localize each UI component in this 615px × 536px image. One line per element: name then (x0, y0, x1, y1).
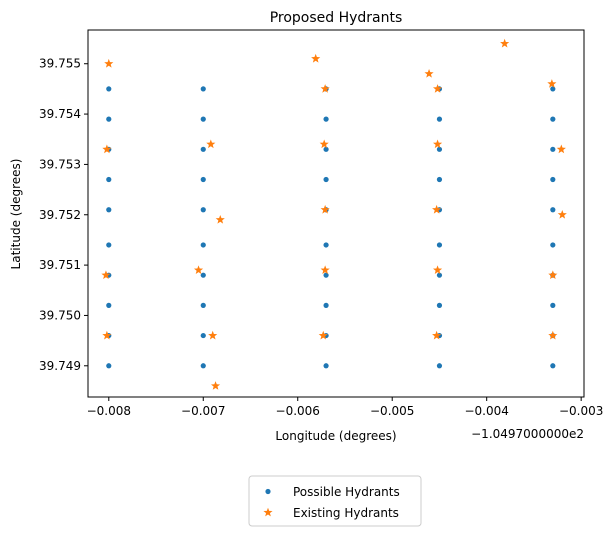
possible-hydrant-point (200, 242, 206, 248)
y-tick-label: 39.751 (39, 258, 81, 272)
possible-hydrant-point (436, 272, 443, 278)
existing-hydrant-point (320, 204, 330, 214)
possible-hydrant-point (323, 176, 329, 183)
existing-hydrant-point (101, 270, 111, 280)
existing-hydrant-point (320, 265, 330, 275)
possible-hydrant-point (106, 363, 112, 369)
legend-marker-existing-hydrants (263, 507, 273, 517)
possible-hydrant-point (200, 146, 206, 152)
possible-hydrant-point (436, 116, 443, 122)
possible-hydrant-point (550, 146, 556, 152)
possible-hydrant-point (550, 116, 556, 122)
x-tick-label: −0.003 (559, 404, 603, 418)
existing-hydrant-point (547, 79, 557, 88)
possible-hydrant-point (436, 242, 443, 248)
legend-marker-possible-hydrants (265, 488, 271, 495)
x-tick-label: −0.005 (370, 404, 414, 418)
possible-hydrant-point (323, 272, 329, 278)
existing-hydrant-point (215, 214, 225, 224)
possible-hydrant-point (106, 302, 112, 308)
chart-title: Proposed Hydrants (270, 10, 403, 26)
possible-hydrant-point (106, 116, 112, 122)
x-axis-ticks: −0.008 −0.007 −0.006 −0.005 −0.004 −0.003 (87, 397, 603, 418)
existing-hydrant-point (556, 144, 566, 154)
existing-hydrant-point (193, 265, 204, 275)
possible-hydrant-point (200, 116, 206, 122)
possible-hydrant-point (550, 363, 556, 369)
possible-hydrant-point (200, 272, 206, 278)
y-axis-ticks: 39.749 39.750 39.751 39.752 39.753 39.754 39.7… (39, 57, 88, 373)
existing-hydrant-point (432, 330, 442, 340)
y-tick-label: 39.750 (39, 308, 81, 322)
y-axis-label: Latitude (degrees) (9, 159, 23, 270)
possible-hydrant-point (323, 302, 329, 308)
possible-hydrant-point (200, 363, 206, 369)
possible-hydrant-point (436, 302, 443, 308)
existing-hydrant-point (548, 270, 558, 280)
x-tick-label: −0.008 (87, 404, 131, 418)
existing-hydrant-point (433, 139, 443, 149)
possible-hydrant-point (323, 363, 329, 369)
plot-marks (101, 38, 567, 390)
legend: Possible Hydrants Existing Hydrants (248, 475, 422, 527)
existing-hydrant-point (102, 144, 112, 154)
existing-hydrant-point (210, 381, 221, 390)
possible-hydrant-point (106, 207, 112, 213)
possible-hydrant-point (200, 302, 206, 308)
existing-hydrant-point (104, 58, 114, 68)
y-tick-label: 39.753 (39, 157, 81, 171)
existing-hydrant-point (433, 84, 443, 93)
possible-hydrant-point (200, 332, 206, 339)
existing-hydrant-point (318, 330, 328, 340)
legend-label-existing-hydrants: Existing Hydrants (293, 506, 399, 520)
existing-hydrant-point (319, 139, 329, 149)
y-tick-label: 39.755 (39, 57, 81, 71)
existing-hydrant-point (311, 53, 321, 63)
legend-label-possible-hydrants: Possible Hydrants (293, 485, 400, 499)
y-tick-label: 39.752 (39, 208, 81, 222)
existing-hydrant-point (424, 69, 434, 78)
possible-hydrant-point (550, 242, 556, 248)
possible-hydrant-point (323, 242, 329, 248)
x-tick-label: −0.007 (181, 404, 225, 418)
possible-hydrant-point (106, 86, 112, 92)
existing-hydrant-point (102, 330, 112, 340)
possible-hydrant-point (436, 176, 443, 183)
possible-hydrant-point (200, 86, 206, 92)
y-tick-label: 39.749 (39, 359, 81, 373)
possible-hydrant-point (550, 302, 556, 308)
x-axis-offset-label: −1.0497000000e2 (471, 427, 584, 441)
existing-hydrant-point (433, 265, 443, 275)
possible-hydrant-point (323, 146, 329, 152)
existing-hydrant-point (432, 204, 442, 214)
legend-frame (248, 475, 422, 527)
possible-hydrant-point (106, 176, 112, 183)
existing-hydrant-point (557, 209, 567, 219)
existing-hydrant-point (548, 330, 558, 340)
possible-hydrant-point (550, 86, 556, 92)
possible-hydrant-point (550, 207, 556, 213)
possible-hydrant-point (200, 176, 206, 183)
x-tick-label: −0.004 (464, 404, 508, 418)
existing-hydrant-point (500, 38, 510, 48)
possible-hydrant-point (436, 146, 443, 152)
possible-hydrant-point (106, 242, 112, 248)
plot-frame (87, 29, 585, 398)
y-tick-label: 39.754 (39, 107, 81, 121)
possible-hydrant-point (200, 207, 206, 213)
existing-hydrant-point (208, 330, 218, 340)
x-tick-label: −0.006 (276, 404, 320, 418)
possible-hydrant-point (323, 116, 329, 122)
x-axis-label: Longitude (degrees) (275, 429, 396, 443)
existing-hydrant-point (320, 84, 330, 93)
possible-hydrant-point (436, 363, 443, 369)
possible-hydrant-point (550, 176, 556, 183)
existing-hydrant-point (206, 139, 216, 149)
